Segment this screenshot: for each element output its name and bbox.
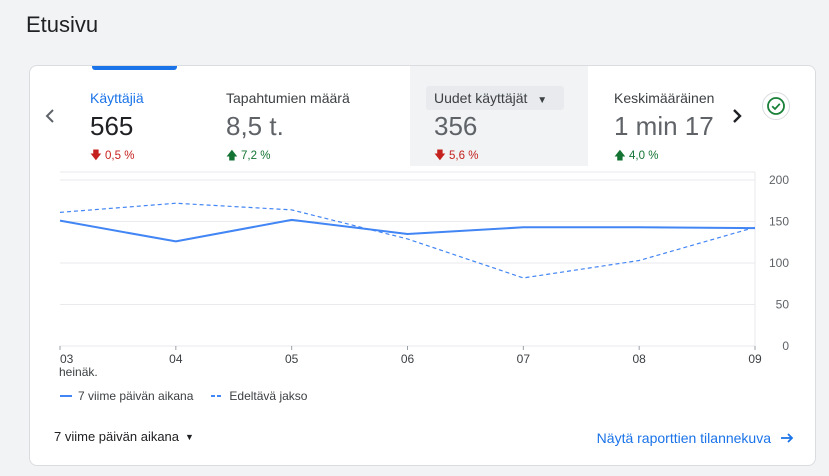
chevron-right-icon[interactable] <box>725 104 749 128</box>
period-label: 7 viime päivän aikana <box>54 429 180 444</box>
x-tick-label: 07 <box>517 352 531 366</box>
y-tick-label: 150 <box>769 215 789 229</box>
metric-value: 565 <box>90 111 134 141</box>
metric-label: Uudet käyttäjät ▼ <box>434 90 548 106</box>
arrow-down-icon: 🡇 <box>434 150 446 162</box>
x-tick-label: 06 <box>401 352 415 366</box>
arrow-drop-down-icon: ▼ <box>185 431 194 442</box>
metric-avg[interactable]: Keskimääräinen 1 min 17 🡅 4,0 % <box>614 66 724 166</box>
overview-card: Käyttäjiä 565 🡇 0,5 % Tapahtumien määrä … <box>29 65 816 466</box>
metric-users[interactable]: Käyttäjiä 565 🡇 0,5 % <box>90 66 220 166</box>
active-tab-indicator <box>92 66 177 70</box>
metric-new-users[interactable]: Uudet käyttäjät ▼ 356 🡇 5,6 % <box>410 66 588 166</box>
series-line-current <box>59 218 756 243</box>
y-tick-label: 0 <box>782 339 789 353</box>
metric-delta: 🡅 7,2 % <box>226 150 271 162</box>
metric-value: 1 min 17 <box>614 111 714 141</box>
report-link-label: Näytä raporttien tilannekuva <box>596 430 771 446</box>
legend-label: Edeltävä jakso <box>229 389 308 403</box>
legend-solid-swatch <box>60 395 72 397</box>
period-dropdown[interactable]: 7 viime päivän aikana ▼ <box>54 429 194 444</box>
legend-dashed-swatch <box>211 395 224 397</box>
metric-value: 356 <box>434 111 478 141</box>
arrow-up-icon: 🡅 <box>226 150 238 162</box>
view-report-link[interactable]: Näytä raporttien tilannekuva <box>597 430 795 446</box>
metric-delta: 🡇 0,5 % <box>90 150 135 162</box>
metric-delta: 🡅 4,0 % <box>614 150 659 162</box>
y-tick-label: 50 <box>776 298 790 312</box>
x-tick-label: 03 <box>60 352 74 366</box>
legend-label: 7 viime päivän aikana <box>78 389 194 403</box>
x-tick-label: 05 <box>285 352 299 366</box>
metric-label: Tapahtumien määrä <box>226 90 350 106</box>
metric-label: Keskimääräinen <box>614 90 715 106</box>
metric-delta: 🡇 5,6 % <box>434 150 479 162</box>
x-tick-label: 08 <box>632 352 646 366</box>
chevron-left-icon[interactable] <box>38 104 62 128</box>
arrow-right-icon <box>781 433 794 443</box>
page-title: Etusivu <box>26 12 99 37</box>
metric-dropdown-chip[interactable] <box>426 86 564 110</box>
series-line-previous <box>59 202 756 279</box>
arrow-down-icon: 🡇 <box>90 150 102 162</box>
metric-label: Käyttäjiä <box>90 90 144 106</box>
line-chart: 200 150 100 50 0 03 04 05 06 07 08 09 heinäk. <box>59 171 790 379</box>
y-tick-label: 200 <box>769 173 789 187</box>
x-sublabel: heinäk. <box>59 365 98 379</box>
arrow-up-icon: 🡅 <box>614 150 626 162</box>
chart-legend: 7 viime päivän aikana Edeltävä jakso <box>60 389 307 403</box>
metric-value: 8,5 t. <box>226 111 284 141</box>
arrow-drop-down-icon: ▼ <box>537 95 548 106</box>
x-tick-label: 09 <box>748 352 762 366</box>
y-tick-label: 100 <box>769 256 789 270</box>
x-tick-label: 04 <box>169 352 183 366</box>
metric-events[interactable]: Tapahtumien määrä 8,5 t. 🡅 7,2 % <box>226 66 406 166</box>
check-circle-icon[interactable] <box>762 92 790 120</box>
